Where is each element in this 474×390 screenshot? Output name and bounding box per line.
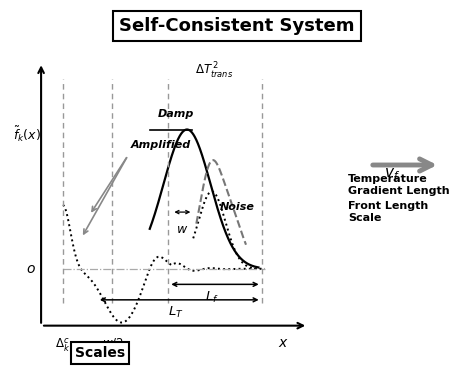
Text: $o$: $o$ xyxy=(26,262,36,276)
Text: Scales: Scales xyxy=(75,346,125,360)
Text: $\Delta_k^c$: $\Delta_k^c$ xyxy=(55,336,71,354)
Text: $w/2$: $w/2$ xyxy=(102,336,123,350)
Text: $x$: $x$ xyxy=(278,336,289,350)
Text: $w$: $w$ xyxy=(176,223,189,236)
Text: Front Length
Scale: Front Length Scale xyxy=(348,201,428,223)
Text: Self-Consistent System: Self-Consistent System xyxy=(119,17,355,35)
Text: $L_f$: $L_f$ xyxy=(205,289,219,305)
Text: Damp: Damp xyxy=(158,109,194,119)
Text: $v_f$: $v_f$ xyxy=(384,166,400,182)
Text: $\tilde{f}_k(x)$: $\tilde{f}_k(x)$ xyxy=(13,125,41,144)
Text: Temperature
Gradient Length: Temperature Gradient Length xyxy=(348,174,450,196)
Text: Noise: Noise xyxy=(220,202,255,212)
Text: $\Delta T^{\,2}_{trans}$: $\Delta T^{\,2}_{trans}$ xyxy=(195,61,233,81)
Text: $L_T$: $L_T$ xyxy=(168,305,184,320)
Text: Amplified: Amplified xyxy=(131,140,191,150)
